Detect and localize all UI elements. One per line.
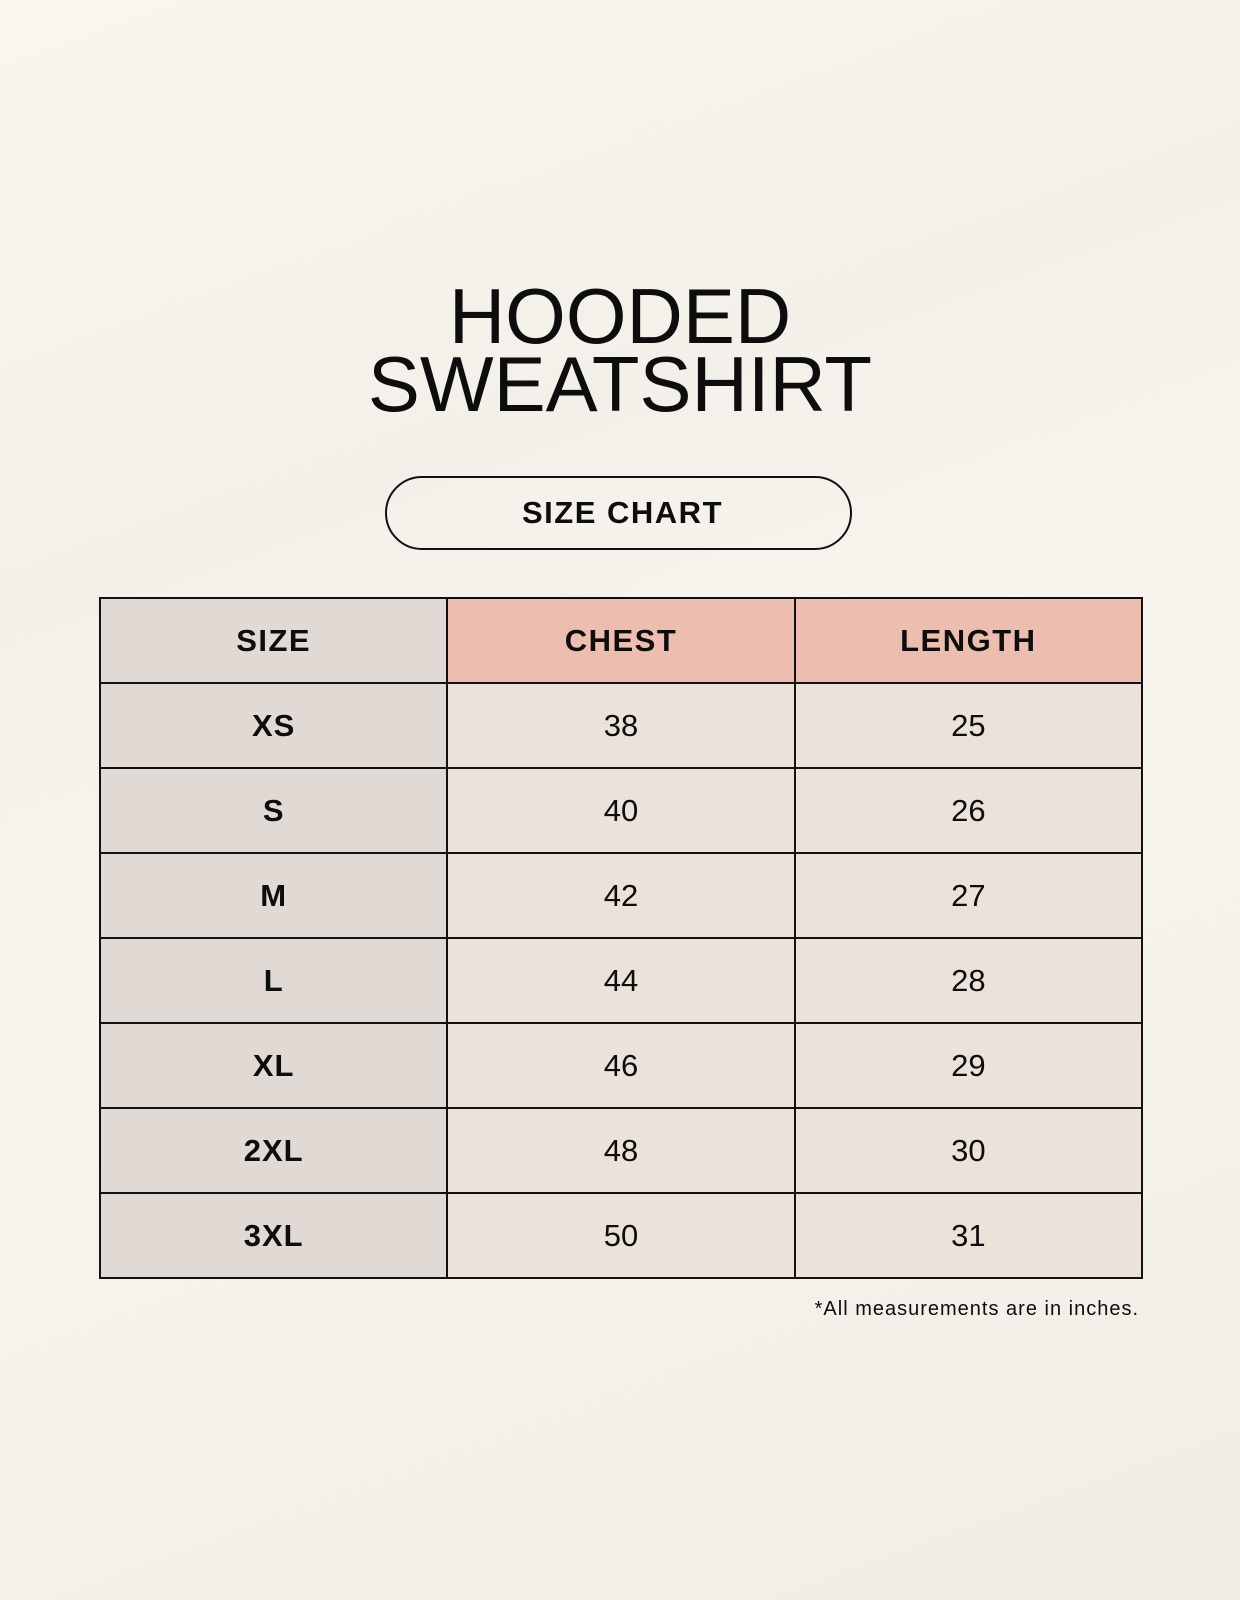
length-cell: 25 [793, 682, 1144, 769]
page-title: HOODED SWEATSHIRT [0, 272, 1240, 428]
table-row: M 42 27 [98, 852, 1144, 939]
length-cell: 30 [793, 1107, 1144, 1194]
table-header-row: SIZE CHEST LENGTH [98, 597, 1144, 684]
chest-cell: 40 [446, 767, 796, 854]
table-row: L 44 28 [98, 937, 1144, 1024]
chest-cell: 50 [446, 1192, 796, 1279]
title-line-1: HOODED [448, 272, 792, 360]
length-cell: 26 [793, 767, 1144, 854]
title-line-2: SWEATSHIRT [367, 340, 873, 428]
size-cell: M [98, 852, 449, 939]
size-chart-badge: SIZE CHART [385, 476, 852, 550]
chest-cell: 44 [446, 937, 796, 1024]
chest-cell: 38 [446, 682, 796, 769]
length-cell: 28 [793, 937, 1144, 1024]
table-row: XS 38 25 [98, 682, 1144, 769]
footnote: *All measurements are in inches. [814, 1298, 1139, 1320]
table-row: XL 46 29 [98, 1022, 1144, 1109]
chest-cell: 42 [446, 852, 796, 939]
chest-cell: 46 [446, 1022, 796, 1109]
size-cell: L [98, 937, 449, 1024]
length-cell: 29 [793, 1022, 1144, 1109]
size-cell: 2XL [98, 1107, 449, 1194]
length-cell: 27 [793, 852, 1144, 939]
size-table: SIZE CHEST LENGTH XS 38 25 S 40 26 M 42 27 L 44 28 X… [98, 597, 1144, 1279]
table-row: 3XL 50 31 [98, 1192, 1144, 1279]
size-cell: XL [98, 1022, 449, 1109]
header-length: LENGTH [793, 597, 1144, 684]
table-row: 2XL 48 30 [98, 1107, 1144, 1194]
table-row: S 40 26 [98, 767, 1144, 854]
length-cell: 31 [793, 1192, 1144, 1279]
chest-cell: 48 [446, 1107, 796, 1194]
size-cell: S [98, 767, 449, 854]
header-size: SIZE [98, 597, 449, 684]
size-cell: 3XL [98, 1192, 449, 1279]
header-chest: CHEST [446, 597, 796, 684]
size-cell: XS [98, 682, 449, 769]
